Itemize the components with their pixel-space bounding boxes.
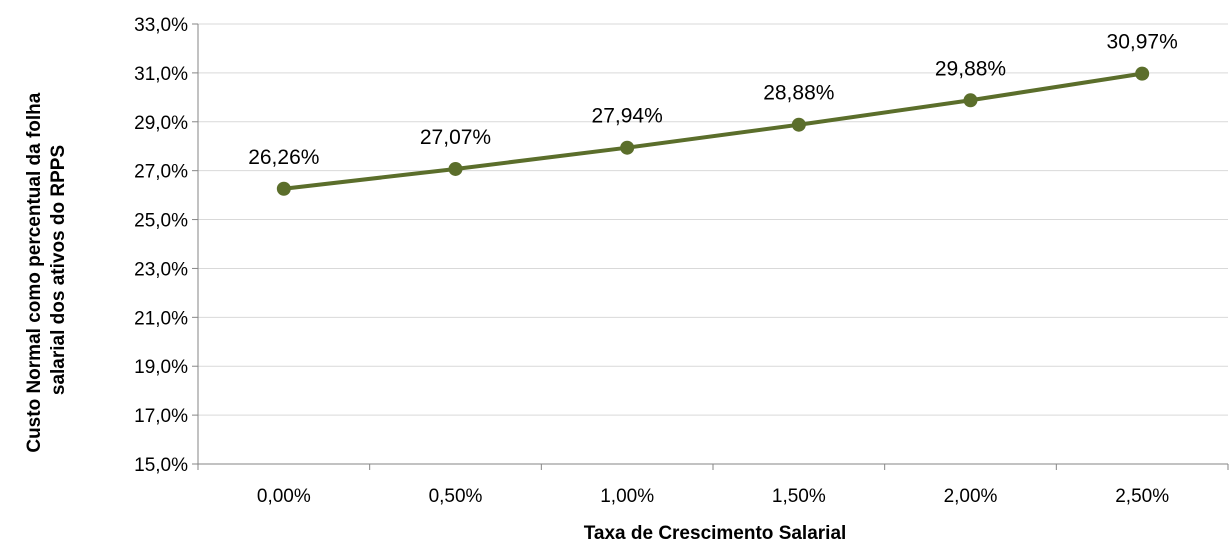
y-tick-label: 33,0%: [134, 15, 188, 36]
data-point: [1135, 66, 1150, 81]
y-tick-label: 17,0%: [134, 406, 188, 427]
data-point: [276, 181, 291, 196]
data-label: 27,07%: [420, 126, 491, 149]
y-tick-label: 21,0%: [134, 308, 188, 329]
axes: [192, 23, 1229, 470]
y-tick-labels: 15,0% 17,0% 19,0% 21,0% 23,0% 25,0% 27,0% 29,0%…: [134, 15, 188, 476]
y-tick-label: 31,0%: [134, 64, 188, 85]
series-line: [283, 71, 1143, 191]
y-tick-label: 19,0%: [134, 357, 188, 378]
x-tick-label: 1,50%: [772, 486, 826, 507]
y-axis-title-line-1: Custo Normal como percentual da folha: [24, 92, 45, 452]
data-point: [791, 117, 806, 132]
x-tick-label: 2,50%: [1115, 486, 1169, 507]
data-label: 29,88%: [935, 57, 1006, 80]
x-tick-label: 2,00%: [944, 486, 998, 507]
x-tick-labels: 0,00% 0,50% 1,00% 1,50% 2,00% 2,50%: [257, 486, 1169, 507]
data-label: 30,97%: [1107, 31, 1178, 54]
series: [276, 66, 1150, 196]
x-tick-label: 1,00%: [600, 486, 654, 507]
data-point: [963, 93, 978, 108]
x-tick-label: 0,00%: [257, 486, 311, 507]
data-point: [620, 140, 635, 155]
data-label: 28,88%: [763, 82, 834, 105]
data-label: 27,94%: [592, 105, 663, 128]
x-tick-label: 0,50%: [429, 486, 483, 507]
y-tick-label: 27,0%: [134, 162, 188, 183]
data-point: [448, 161, 463, 176]
data-labels: 26,26% 27,07% 27,94% 28,88% 29,88% 30,97%: [248, 31, 1178, 169]
y-tick-label: 25,0%: [134, 211, 188, 232]
y-tick-label: 23,0%: [134, 259, 188, 280]
x-axis-title: Taxa de Crescimento Salarial: [584, 523, 847, 544]
y-tick-label: 29,0%: [134, 113, 188, 134]
y-axis-title-line-2: salarial dos ativos do RPPS: [48, 145, 69, 395]
gridlines: [198, 23, 1228, 416]
data-label: 26,26%: [248, 146, 319, 169]
y-axis-title: Custo Normal como percentual da folha sa…: [24, 87, 69, 452]
y-tick-label: 15,0%: [134, 455, 188, 476]
